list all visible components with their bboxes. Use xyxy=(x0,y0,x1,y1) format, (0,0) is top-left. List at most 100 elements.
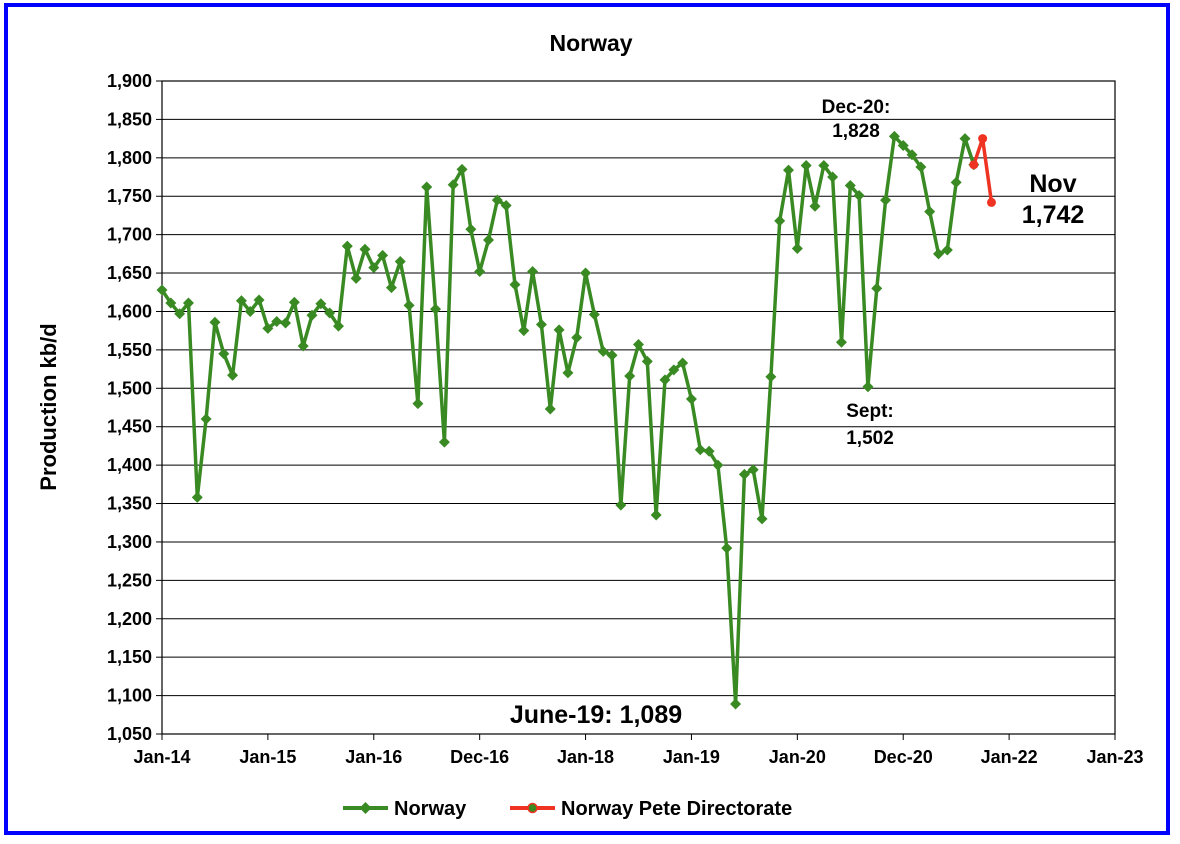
chart-title: Norway xyxy=(549,30,632,56)
data-point-pete-directorate xyxy=(986,197,996,207)
data-point-norway xyxy=(633,339,644,351)
data-point-norway xyxy=(835,336,847,348)
y-tick-label: 1,200 xyxy=(107,609,152,629)
data-point-norway xyxy=(915,161,927,173)
y-tick-label: 1,900 xyxy=(107,71,152,91)
data-point-norway xyxy=(438,436,450,448)
annotation-dec-20: Dec-20: 1,828 xyxy=(822,97,891,142)
data-point-norway xyxy=(906,149,918,161)
annotation-june-19-line1: June-19: 1,089 xyxy=(510,701,682,729)
data-point-norway xyxy=(368,262,380,274)
y-tick-label: 1,150 xyxy=(107,647,152,667)
data-point-norway xyxy=(571,332,583,344)
plot-area xyxy=(161,80,1116,735)
data-point-norway xyxy=(774,215,786,227)
data-point-norway xyxy=(703,445,715,457)
y-tick-label: 1,050 xyxy=(107,724,152,744)
data-point-norway xyxy=(580,267,592,279)
data-point-norway xyxy=(359,243,371,255)
x-tick-label: Jan-14 xyxy=(133,747,190,767)
y-tick-label: 1,800 xyxy=(107,148,152,168)
x-tick-label: Jan-16 xyxy=(345,747,402,767)
y-tick-label: 1,350 xyxy=(107,494,152,514)
legend-item-pete-directorate: Norway Pete Directorate xyxy=(510,798,792,820)
data-point-norway xyxy=(880,194,892,206)
data-point-norway xyxy=(474,266,486,278)
data-point-norway xyxy=(827,171,839,183)
data-point-norway xyxy=(800,160,812,172)
annotation-june-19: June-19: 1,089 xyxy=(510,701,682,729)
data-point-norway xyxy=(853,189,865,201)
x-tick-label: Jan-23 xyxy=(1086,747,1143,767)
data-point-norway xyxy=(271,315,283,327)
grid-lines xyxy=(162,118,1115,697)
x-tick-label: Jan-18 xyxy=(557,747,614,767)
data-point-norway xyxy=(253,294,265,306)
data-point-norway xyxy=(765,371,777,383)
legend-label-pete-directorate: Norway Pete Directorate xyxy=(561,798,792,820)
data-point-norway xyxy=(297,340,309,352)
data-point-norway xyxy=(871,282,883,294)
data-point-norway xyxy=(562,367,574,379)
data-point-pete-directorate xyxy=(978,134,988,144)
data-point-norway xyxy=(280,317,292,329)
x-tick-label: Jan-20 xyxy=(769,747,826,767)
y-tick-label: 1,300 xyxy=(107,532,152,552)
y-tick-label: 1,100 xyxy=(107,686,152,706)
data-point-norway xyxy=(888,130,900,142)
data-point-norway xyxy=(385,282,397,294)
data-point-norway xyxy=(182,297,194,309)
legend-marker-pete-directorate xyxy=(527,802,538,814)
data-point-norway xyxy=(518,325,530,337)
data-point-norway xyxy=(394,256,406,268)
data-point-norway xyxy=(659,374,671,386)
y-tick-label: 1,600 xyxy=(107,301,152,321)
data-point-norway xyxy=(677,357,689,369)
data-point-norway xyxy=(730,698,742,710)
data-point-norway xyxy=(712,459,724,471)
annotation-dec-20-line1: Dec-20: xyxy=(822,97,891,118)
x-tick-label: Jan-15 xyxy=(239,747,296,767)
annotation-dec-20-line2: 1,828 xyxy=(832,121,880,142)
data-point-norway xyxy=(421,181,433,193)
y-tick-label: 1,650 xyxy=(107,263,152,283)
data-point-norway xyxy=(227,369,239,381)
data-point-norway xyxy=(456,163,468,175)
data-point-norway xyxy=(350,272,362,284)
x-tick-label: Dec-20 xyxy=(874,747,933,767)
annotation-nov: Nov 1,742 xyxy=(1022,170,1085,229)
data-point-norway xyxy=(959,133,971,145)
x-tick-label: Jan-22 xyxy=(981,747,1038,767)
data-point-norway xyxy=(588,309,600,321)
y-tick-label: 1,750 xyxy=(107,186,152,206)
data-point-norway xyxy=(738,468,750,480)
data-point-norway xyxy=(809,200,821,212)
annotation-nov-line2: 1,742 xyxy=(1022,201,1085,229)
annotation-sept: Sept: 1,502 xyxy=(846,401,894,449)
data-point-norway xyxy=(756,513,768,525)
data-point-pete-directorate xyxy=(969,160,979,170)
data-point-norway xyxy=(721,542,733,554)
data-point-norway xyxy=(597,345,609,357)
data-point-norway xyxy=(306,309,318,321)
chart-frame: 1,050 1,100 1,150 1,200 1,250 1,300 1,350 1,400… xyxy=(4,3,1170,835)
data-point-norway xyxy=(447,179,459,191)
y-tick-label: 1,550 xyxy=(107,340,152,360)
y-tick-label: 1,400 xyxy=(107,455,152,475)
data-point-norway xyxy=(191,491,203,503)
data-point-norway xyxy=(156,284,168,296)
y-tick-labels: 1,050 1,100 1,150 1,200 1,250 1,300 1,350 1,400… xyxy=(107,71,162,744)
data-point-norway xyxy=(641,355,653,367)
chart-canvas: 1,050 1,100 1,150 1,200 1,250 1,300 1,350 1,400… xyxy=(36,30,1144,820)
y-tick-label: 1,500 xyxy=(107,378,152,398)
data-point-norway xyxy=(527,266,539,278)
data-point-norway xyxy=(615,499,627,511)
data-point-norway xyxy=(412,398,424,410)
data-point-norway xyxy=(218,348,230,360)
data-point-norway xyxy=(500,199,512,211)
series-points xyxy=(156,130,996,710)
data-point-norway xyxy=(341,240,353,252)
data-point-norway xyxy=(324,307,336,319)
data-point-norway xyxy=(544,403,556,415)
annotation-sept-line1: Sept: xyxy=(846,401,894,422)
